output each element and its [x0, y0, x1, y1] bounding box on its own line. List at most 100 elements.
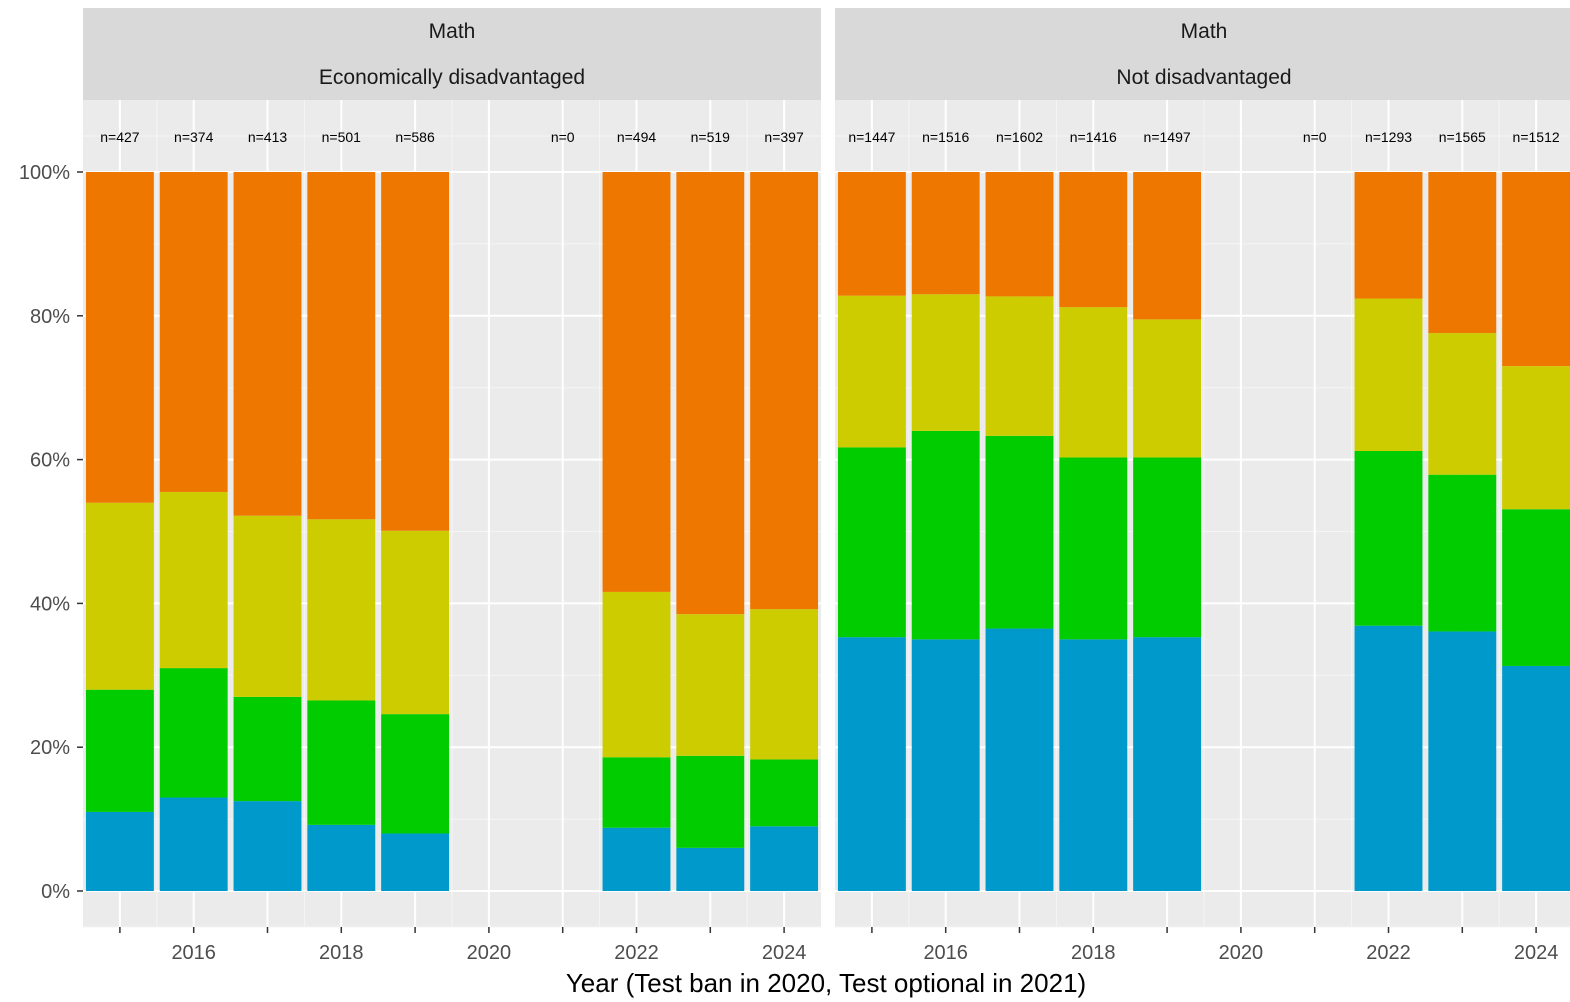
facet-panel: Math Economically disadvantaged n=427 n=374… [83, 8, 821, 964]
y-tick-label: 100% [19, 162, 70, 184]
bar-segment [1354, 172, 1423, 299]
bar-segment [1502, 665, 1570, 891]
y-axis: 0% 20% 40% 60% 80% 100% [19, 162, 83, 903]
bar-segment [85, 811, 154, 891]
x-tick-label: 2024 [1514, 942, 1559, 964]
n-label: n=1293 [1365, 129, 1412, 145]
n-label: n=427 [100, 129, 140, 145]
n-label: n=586 [395, 129, 435, 145]
bar-segment [159, 797, 228, 891]
bar-segment [1133, 172, 1202, 320]
bar-segment [233, 515, 302, 697]
bar-segment [985, 435, 1054, 629]
bar-segment [750, 826, 819, 891]
facet-strip-group: Economically disadvantaged [319, 66, 585, 89]
bar-segment [1428, 333, 1497, 475]
bar-segment [837, 295, 906, 448]
bar-segment [85, 172, 154, 503]
bar-segment [602, 827, 671, 891]
x-tick-label: 2024 [762, 942, 807, 964]
bar-segment [381, 833, 450, 891]
bar-segment [1354, 450, 1423, 626]
bar-segment [750, 172, 819, 610]
bar-segment [159, 491, 228, 669]
n-label: n=374 [174, 129, 214, 145]
facet-strip-subject: Math [429, 20, 476, 43]
bar-segment [233, 801, 302, 891]
bar-segment [381, 714, 450, 834]
facet-strip-subject: Math [1181, 20, 1228, 43]
bar-segment [233, 696, 302, 802]
bar-segment [1354, 625, 1423, 891]
bar-segment [911, 430, 980, 640]
bar-segment [1059, 457, 1128, 640]
n-label: n=501 [322, 129, 362, 145]
bar-segment [1059, 639, 1128, 891]
panels: Math Economically disadvantaged n=427 n=374… [83, 8, 1570, 964]
y-tick-label: 60% [30, 450, 70, 472]
bar-segment [602, 757, 671, 828]
n-label: n=397 [764, 129, 804, 145]
bar-segment [837, 637, 906, 891]
bar-segment [602, 591, 671, 758]
bar-segment [85, 689, 154, 812]
bar-segment [1059, 307, 1128, 458]
bar-segment [837, 447, 906, 638]
n-label: n=0 [1303, 129, 1327, 145]
bar-segment [381, 172, 450, 531]
bar-segment [159, 668, 228, 798]
n-label: n=1497 [1144, 129, 1191, 145]
bar-segment [676, 847, 745, 891]
y-tick-label: 40% [30, 593, 70, 615]
x-tick-label: 2022 [614, 942, 659, 964]
y-tick-label: 20% [30, 737, 70, 759]
bar-segment [1059, 172, 1128, 308]
x-tick-label: 2018 [1071, 942, 1116, 964]
bar-segment [911, 294, 980, 431]
bar-segment [676, 614, 745, 756]
bar-segment [1133, 637, 1202, 891]
bar-segment [1428, 474, 1497, 632]
bar-segment [750, 759, 819, 827]
x-axis-title: Year (Test ban in 2020, Test optional in… [566, 968, 1086, 998]
x-tick-label: 2016 [923, 942, 968, 964]
n-label: n=519 [691, 129, 731, 145]
bar-segment [985, 628, 1054, 891]
y-tick-label: 80% [30, 306, 70, 328]
n-label: n=1565 [1439, 129, 1486, 145]
bar-segment [1133, 319, 1202, 458]
bar-segment [676, 172, 745, 615]
x-tick-label: 2020 [1219, 942, 1264, 964]
n-label: n=1416 [1070, 129, 1117, 145]
bar-segment [1354, 298, 1423, 451]
bar-segment [1502, 366, 1570, 510]
bar-segment [159, 172, 228, 492]
bar-segment [911, 172, 980, 295]
bar-segment [1502, 172, 1570, 367]
bar-segment [750, 609, 819, 760]
x-tick-label: 2018 [319, 942, 364, 964]
bar-segment [1428, 631, 1497, 891]
bar-segment [85, 502, 154, 690]
bar-segment [1502, 509, 1570, 666]
y-tick-label: 0% [41, 881, 70, 903]
bar-segment [602, 172, 671, 592]
bar-segment [307, 700, 376, 825]
n-label: n=1516 [922, 129, 969, 145]
bar-segment [985, 172, 1054, 297]
bar-segment [1133, 457, 1202, 638]
bar-segment [307, 824, 376, 891]
x-tick-label: 2022 [1366, 942, 1411, 964]
bar-segment [381, 530, 450, 715]
n-label: n=1447 [848, 129, 895, 145]
bar-segment [911, 639, 980, 891]
n-label: n=0 [551, 129, 575, 145]
facet-strip [835, 8, 1570, 100]
facet-strip-group: Not disadvantaged [1116, 66, 1291, 89]
facet-strip [83, 8, 821, 100]
bar-segment [837, 172, 906, 296]
bar-segment [1428, 172, 1497, 334]
n-label: n=1602 [996, 129, 1043, 145]
bar-segment [307, 172, 376, 520]
